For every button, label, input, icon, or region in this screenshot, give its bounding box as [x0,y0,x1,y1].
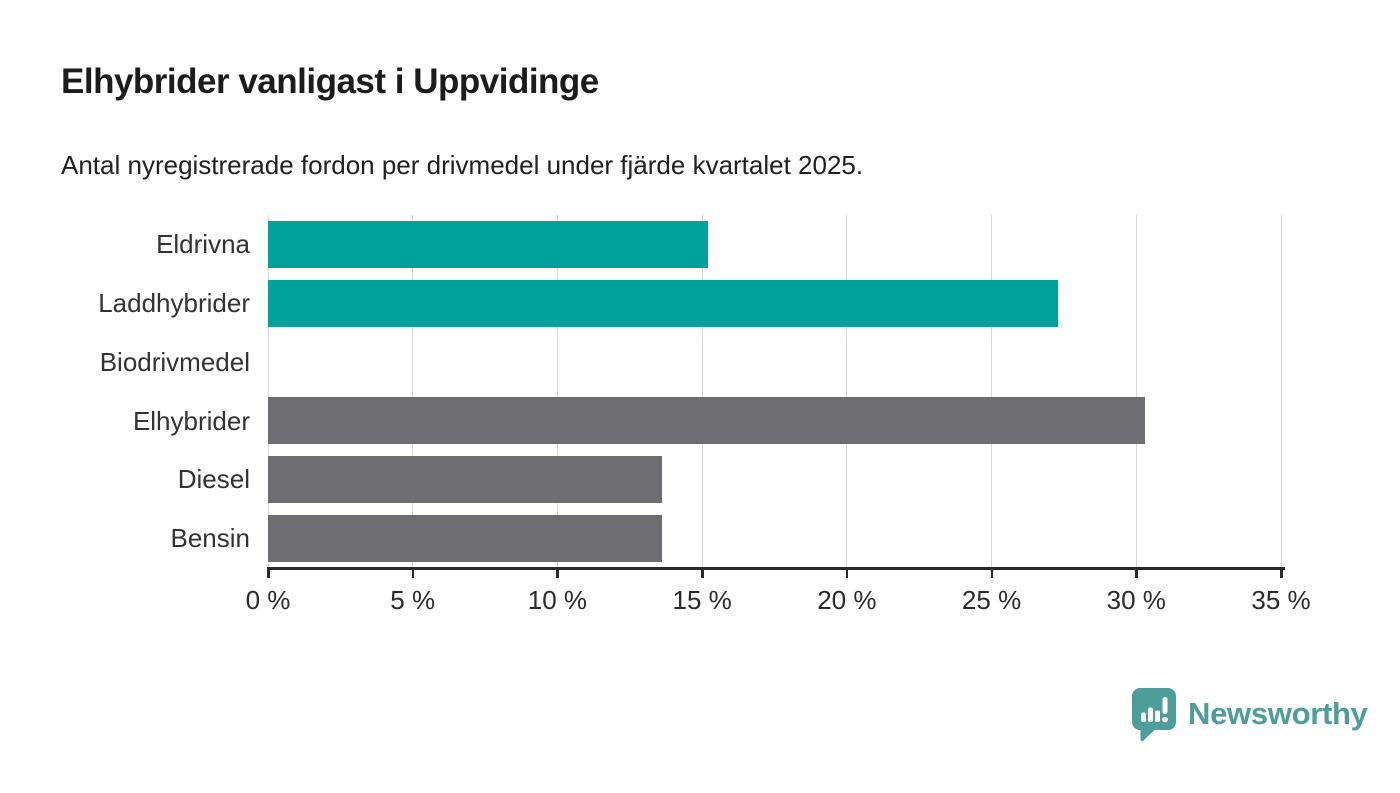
bar-laddhybrider [268,279,1059,327]
category-label-laddhybrider: Laddhybrider [98,287,250,318]
gridline-20 [846,215,848,568]
x-tick-0 [267,570,270,578]
newsworthy-logo-icon [1132,688,1176,742]
x-tick-label-25: 25 % [961,585,1022,615]
x-tick-label-10: 10 % [527,585,588,615]
bar-diesel [268,456,662,504]
gridline-30 [1135,215,1137,568]
gridline-25 [991,215,993,568]
category-label-diesel: Diesel [177,464,250,495]
category-label-biodrivmedel: Biodrivmedel [99,346,250,377]
x-tick-5 [411,570,415,578]
x-tick-30 [1135,570,1138,578]
gridline-0 [267,215,269,568]
x-tick-25 [990,570,994,578]
category-label-elhybrider: Elhybrider [132,405,250,436]
bar-bensin [268,515,662,563]
gridline-15 [701,215,703,568]
category-label-eldrivna: Eldrivna [156,229,250,259]
gridline-35 [1280,215,1282,568]
newsworthy-wordmark: Newsworthy [1188,696,1368,731]
x-tick-label-5: 5 % [390,585,436,615]
x-tick-35 [1280,570,1283,578]
bar-elhybrider [268,397,1145,445]
logo-exclamation-dot [1162,716,1168,723]
x-tick-label-30: 30 % [1106,585,1166,615]
x-tick-15 [701,570,704,578]
logo-bar-1 [1141,712,1146,722]
x-tick-label-0: 0 % [245,585,291,615]
x-tick-10 [556,570,559,578]
bar-eldrivna [268,220,708,268]
gridline-10 [556,215,558,568]
logo-exclamation-stem [1162,697,1168,714]
gridline-5 [412,215,414,568]
x-tick-20 [845,570,849,578]
category-label-bensin: Bensin [170,523,251,554]
logo-bar-3 [1155,710,1160,722]
x-tick-label-15: 15 % [672,585,732,615]
chart-title: Elhybrider vanligast i Uppvidinge [61,62,599,101]
chart-subtitle: Antal nyregistrerade fordon per drivmede… [61,150,864,180]
logo-bar-2 [1148,707,1153,722]
x-axis-line [267,567,1285,570]
x-tick-label-20: 20 % [817,585,877,615]
x-tick-label-35: 35 % [1251,585,1311,615]
newsworthy-brand: Newsworthy [1130,686,1368,742]
